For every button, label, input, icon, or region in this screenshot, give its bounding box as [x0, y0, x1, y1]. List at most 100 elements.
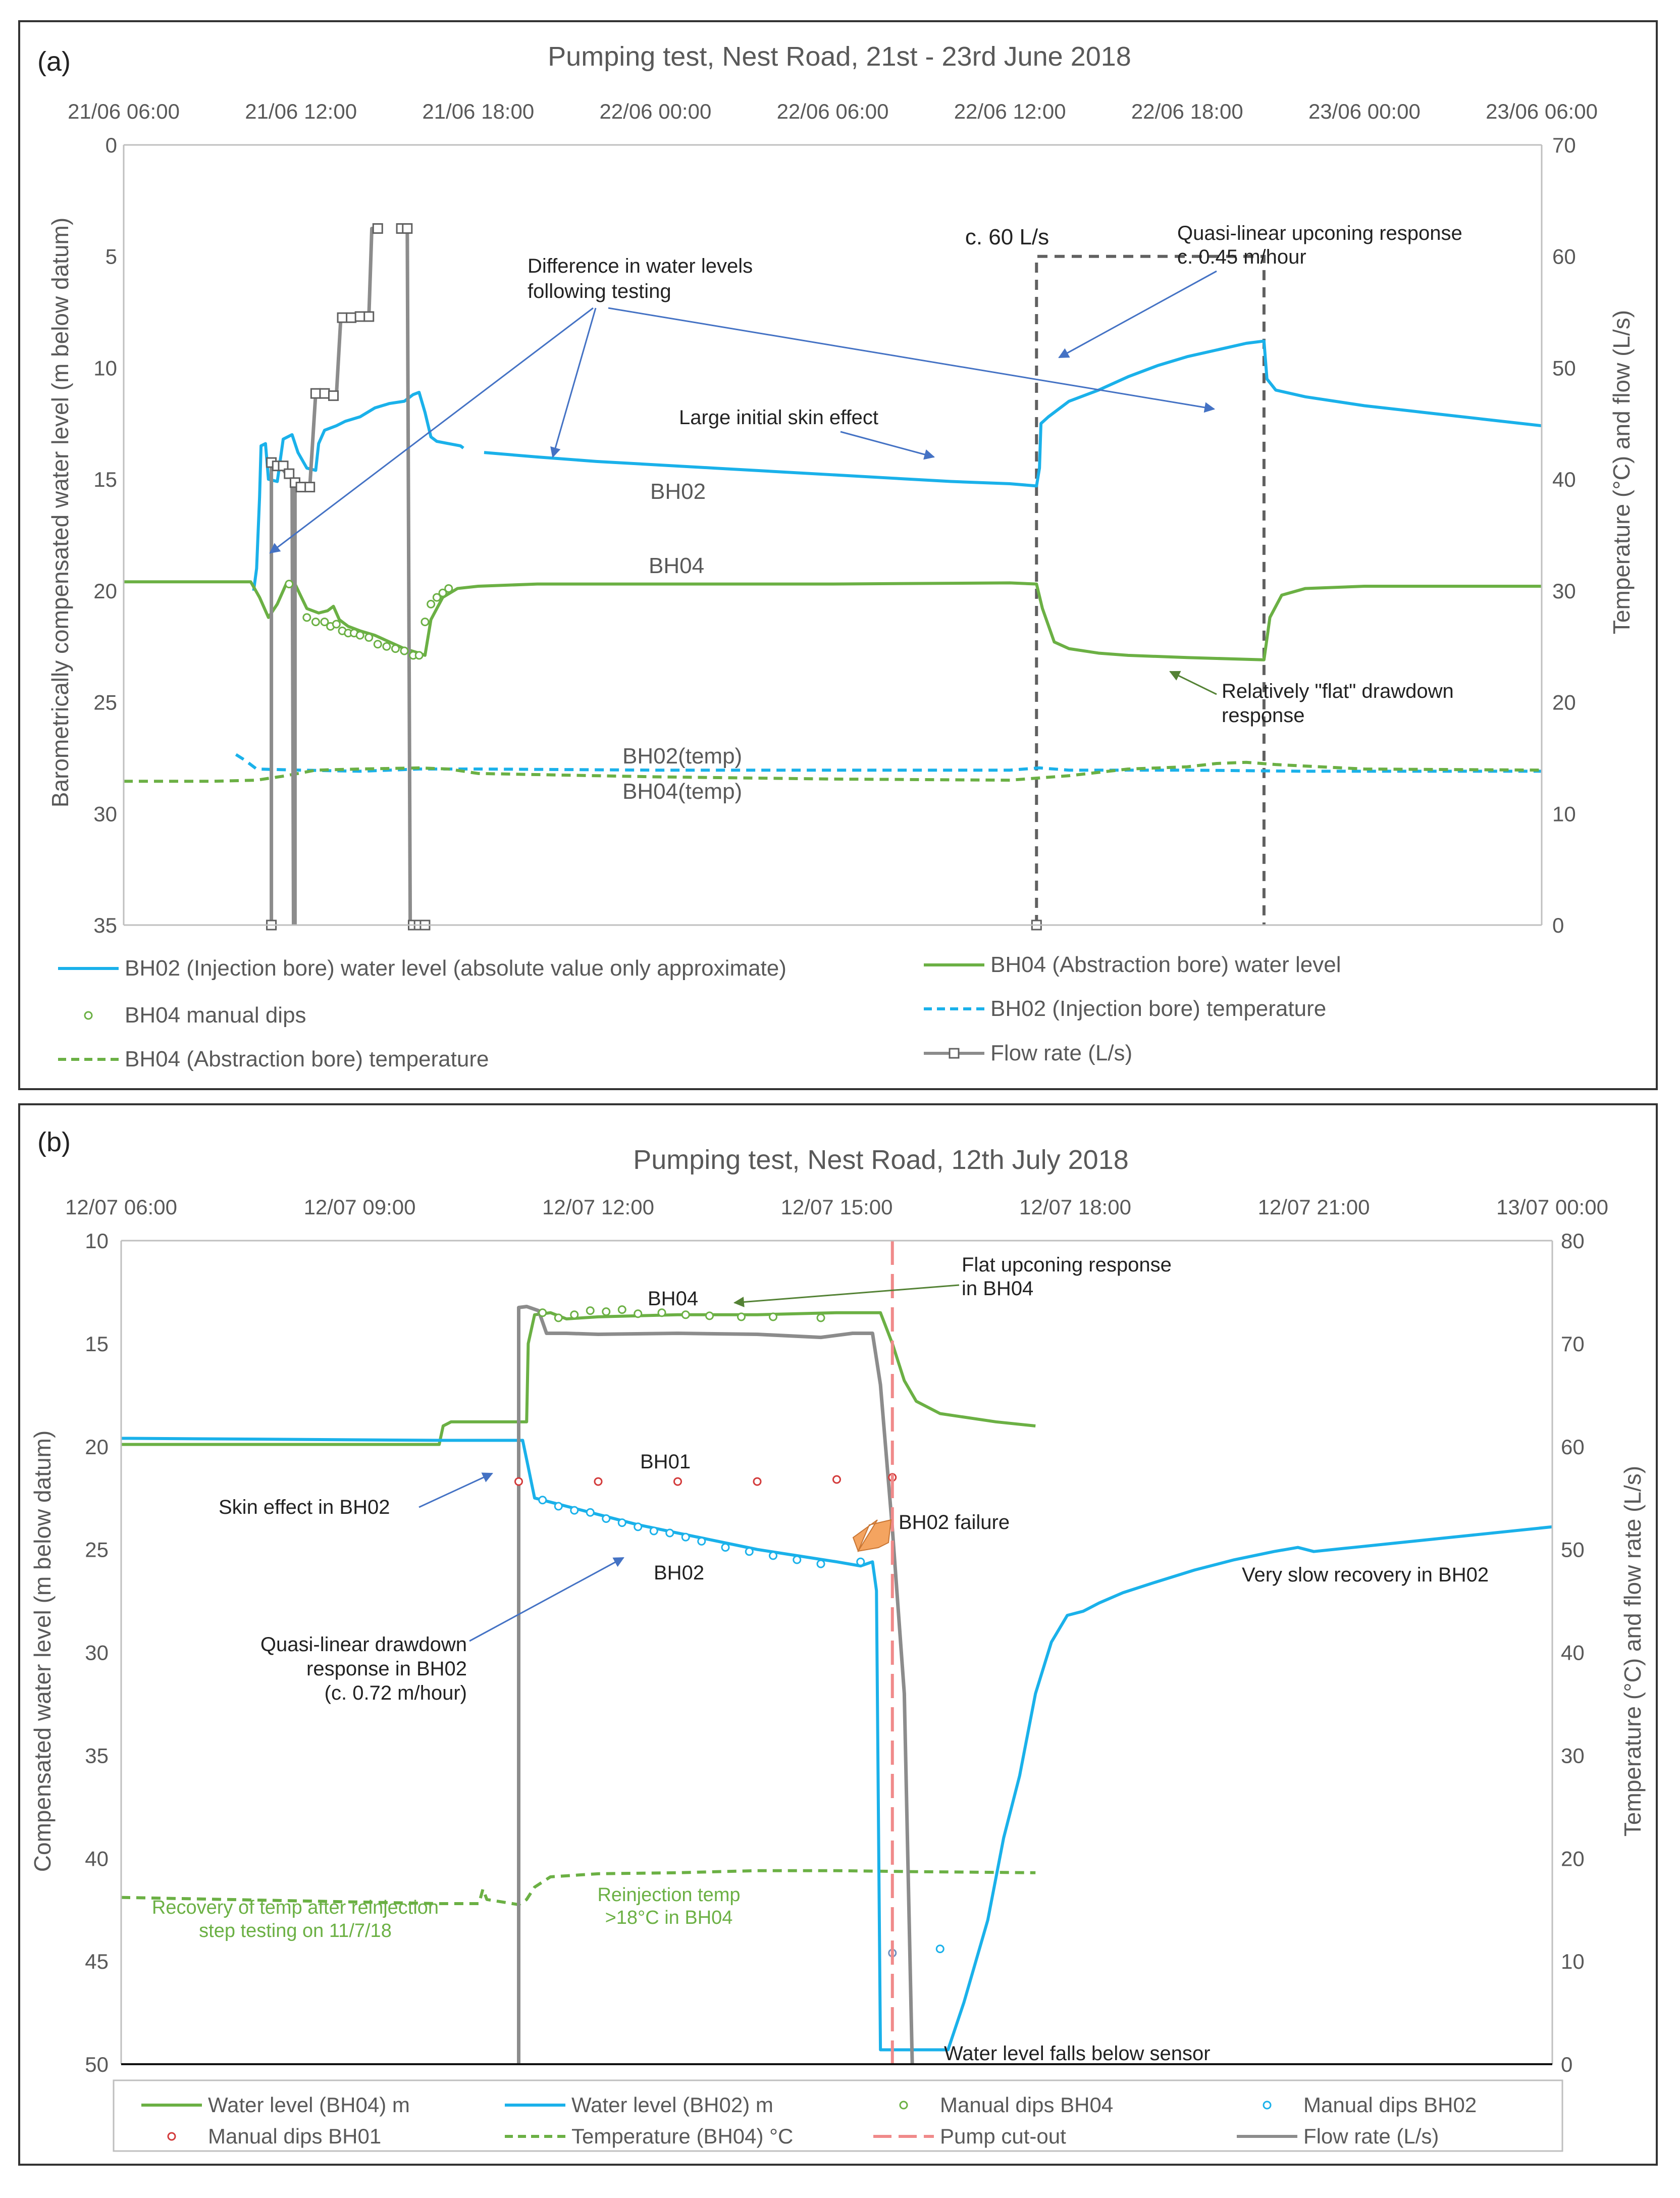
annotation-falls-below-sensor: Water level falls below sensor	[944, 2042, 1211, 2065]
manual-dip-bh04-marker	[302, 613, 311, 622]
manual-dip-bh02-marker	[856, 1557, 865, 1566]
x-tick-label: 12/07 09:00	[304, 1195, 416, 1219]
flow-rate-marker	[346, 312, 357, 323]
annotation-flat-upconing-2: in BH04	[962, 1277, 1033, 1300]
panel-a-frame	[18, 20, 1658, 1090]
flow-rate-marker	[363, 311, 375, 322]
y-tick-label: 45	[85, 1950, 109, 1973]
annotation-reinjection-1: Reinjection temp	[597, 1884, 740, 1906]
manual-dip-bh02-marker	[697, 1537, 706, 1546]
x-tick-label: 12/07 21:00	[1258, 1195, 1370, 1219]
y-tick-label: 25	[93, 691, 117, 714]
flow-rate-marker	[295, 482, 306, 493]
manual-dip-bh02-marker	[745, 1547, 754, 1556]
x-tick-label: 21/06 18:00	[422, 99, 534, 123]
series-flow-line	[270, 461, 295, 926]
y2-tick-label: 10	[1561, 1950, 1585, 1973]
manual-dip-bh04-marker	[554, 1313, 563, 1322]
legend-label: Water level (BH02) m	[571, 2093, 773, 2117]
label-bh02-temp: BH02(temp)	[622, 744, 742, 769]
manual-dip-bh04-marker	[414, 651, 424, 660]
x-tick-label: 13/07 00:00	[1496, 1195, 1608, 1219]
y-tick-label: 40	[85, 1847, 109, 1870]
manual-dip-bh04-marker	[438, 588, 447, 597]
annotation-flat-upconing-arrow	[733, 1284, 960, 1307]
manual-dip-bh02-marker	[665, 1528, 674, 1538]
annotation-difference-arrow-2	[550, 308, 597, 458]
manual-dip-bh04-marker	[657, 1308, 666, 1317]
legend-swatch	[949, 1048, 960, 1059]
annotation-recovery-1: Recovery of temp after reinjection	[152, 1897, 439, 1918]
y2-tick-label: 20	[1552, 691, 1576, 714]
flow-rate-marker	[284, 468, 295, 479]
y-tick-label: 50	[85, 2053, 109, 2076]
legend-label: BH04 (Abstraction bore) water level	[990, 952, 1341, 977]
manual-dip-bh04-marker	[364, 633, 374, 642]
y2-tick-label: 0	[1561, 2053, 1572, 2076]
y2-tick-label: 50	[1561, 1538, 1585, 1562]
annotation-difference-arrow-1	[269, 307, 594, 554]
x-tick-label: 12/07 18:00	[1019, 1195, 1131, 1219]
y2-tick-label: 40	[1561, 1641, 1585, 1665]
flow-rate-marker	[278, 461, 289, 472]
manual-dip-bh04-marker	[400, 646, 409, 655]
manual-dip-bh04-marker	[311, 618, 320, 627]
manual-dip-bh01-marker	[594, 1477, 603, 1486]
series-temp-bh04-line	[121, 1869, 1036, 1906]
flow-rate-marker	[319, 388, 330, 399]
annotation-upconing-arrow	[1058, 270, 1217, 359]
legend-frame	[113, 2079, 1563, 2152]
panel-b-title: Pumping test, Nest Road, 12th July 2018	[633, 1145, 1129, 1175]
manual-dip-bh04-marker	[602, 1307, 611, 1316]
y-tick-label: 10	[93, 356, 117, 380]
manual-dip-bh02-marker	[649, 1526, 658, 1536]
annotation-quasi-3: (c. 0.72 m/hour)	[325, 1682, 467, 1704]
flow-rate-marker	[304, 482, 316, 493]
series-flow-line	[293, 227, 381, 925]
flow-rate-marker	[372, 223, 383, 234]
series-wl-bh02-line	[121, 1437, 1553, 2052]
y-tick-label: 30	[85, 1641, 109, 1665]
annotation-skin: Large initial skin effect	[679, 406, 878, 429]
flow-rate-marker	[402, 223, 413, 234]
series-bh02-line	[484, 339, 1542, 488]
manual-dip-bh04-marker	[617, 1305, 626, 1314]
x-tick-label: 22/06 00:00	[599, 99, 711, 123]
legend-swatch	[899, 2101, 908, 2110]
y-tick-label: 10	[85, 1229, 109, 1253]
annotation-difference-1: Difference in water levels	[528, 255, 753, 277]
annotation-slow-recovery: Very slow recovery in BH02	[1242, 1564, 1489, 1586]
manual-dip-bh02-marker	[570, 1506, 579, 1515]
panel-a-y-axis-label: Barometrically compensated water level (…	[47, 218, 73, 807]
manual-dip-bh04-marker	[285, 580, 294, 589]
manual-dip-bh04-marker	[320, 618, 329, 627]
annotation-failure: BH02 failure	[899, 1511, 1010, 1534]
panel-b-legend: Water level (BH04) m Water level (BH02) m…	[113, 2079, 1563, 2152]
annotation-difference-arrow-3	[608, 307, 1216, 413]
manual-dip-bh04-marker	[538, 1308, 547, 1317]
flow-rate-marker	[337, 312, 348, 323]
y-tick-label: 0	[106, 133, 117, 157]
label-bh01: BH01	[640, 1451, 691, 1473]
annotation-quasi-1: Quasi-linear drawdown	[260, 1633, 467, 1656]
manual-dip-bh04-marker	[391, 644, 400, 653]
series-bh02-line	[252, 390, 464, 591]
manual-dip-bh02-marker	[538, 1496, 547, 1505]
annotation-skin-b-arrow	[418, 1472, 493, 1508]
manual-dip-bh02-marker	[935, 1945, 944, 1954]
flow-rate-marker	[310, 388, 321, 399]
annotation-c60: c. 60 L/s	[965, 225, 1049, 249]
x-tick-label: 22/06 06:00	[777, 99, 889, 123]
manual-dip-bh04-marker	[421, 618, 430, 627]
manual-dip-bh04-marker	[586, 1306, 595, 1315]
legend-label: BH02 (Injection bore) water level (absol…	[125, 956, 786, 981]
series-flow-b-line	[517, 1304, 914, 2065]
y-tick-label: 15	[85, 1332, 109, 1356]
manual-dip-bh04-marker	[769, 1312, 777, 1321]
panel-a: (a) Pumping test, Nest Road, 21st - 23rd…	[18, 20, 1658, 1090]
panel-a-legend: BH02 (Injection bore) water level (absol…	[58, 952, 1341, 1071]
manual-dip-bh02-marker	[634, 1522, 643, 1531]
manual-dip-bh04-marker	[382, 642, 391, 651]
x-tick-label: 22/06 12:00	[954, 99, 1066, 123]
